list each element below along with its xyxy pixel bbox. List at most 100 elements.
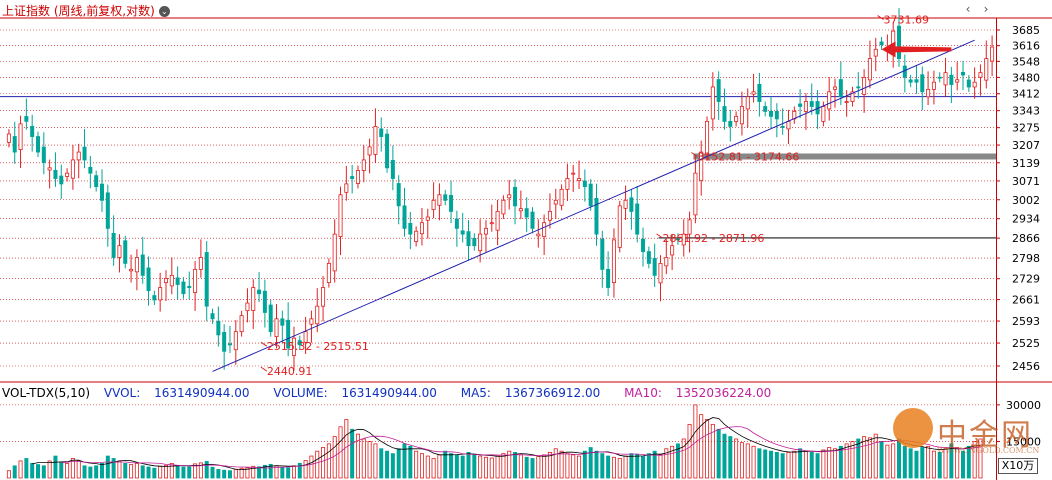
volume-bar: [140, 465, 145, 479]
volume-bar: [495, 455, 500, 479]
chart-title: 上证指数 (周线,前复权,对数) ⌄: [2, 2, 170, 19]
chart-title-text: 上证指数 (周线,前复权,对数): [2, 4, 155, 18]
candle-body: [978, 72, 983, 78]
volume-bar: [792, 450, 797, 479]
candle-body: [274, 318, 279, 338]
price-tick-label: 2661: [1012, 294, 1040, 307]
volume-bar: [82, 465, 87, 479]
candle-body: [658, 262, 663, 284]
candle-body: [856, 86, 861, 89]
uptrend-line: [212, 39, 975, 372]
candle-body: [536, 233, 541, 237]
candle-body: [518, 208, 523, 212]
candle-body: [862, 77, 867, 95]
volume-bar: [321, 447, 326, 479]
price-axis: 3685 3616 3548 3480 3412 3343 3275 3207 3139 3071…: [996, 24, 1040, 373]
candle-body: [373, 126, 378, 155]
candle-body: [774, 111, 779, 120]
watermark-site: WWW.CNGOLD.COM.CN: [937, 446, 1040, 455]
volume-bar: [466, 452, 471, 479]
candle-body: [838, 79, 843, 98]
volume-bar: [722, 433, 727, 479]
volume-bar: [379, 448, 384, 479]
candle-body: [76, 151, 81, 161]
volume-bar: [507, 450, 512, 479]
volume-bar: [635, 454, 640, 479]
candle-body: [129, 268, 134, 272]
candle-body: [867, 58, 872, 81]
volume-bar: [798, 448, 803, 479]
candle-body: [169, 274, 174, 287]
volume-bar: [623, 455, 628, 479]
candle-body: [745, 96, 750, 110]
volume-bar: [745, 443, 750, 479]
candle-body: [315, 305, 320, 325]
volume-bar: [111, 458, 116, 479]
price-tick-label: 3412: [1012, 88, 1040, 101]
price-tick-label: 3002: [1012, 194, 1040, 207]
volume-bar: [59, 461, 64, 479]
volume-bar: [815, 453, 820, 479]
volume-bar: [833, 448, 838, 479]
candle-body: [751, 91, 756, 95]
prev-arrow-icon[interactable]: ‹: [965, 2, 971, 16]
candle-body: [553, 199, 558, 205]
candle-body: [431, 199, 436, 211]
candle-body: [483, 227, 488, 235]
volume-bar: [757, 448, 762, 479]
volume-bar: [664, 448, 669, 479]
candle-body: [513, 186, 518, 207]
candle-body: [355, 170, 360, 184]
volume-bar: [204, 461, 209, 479]
volume-bar: [809, 452, 814, 479]
candle-body: [117, 245, 122, 258]
candle-body: [390, 160, 395, 179]
candle-body: [670, 245, 675, 256]
candle-body: [466, 231, 471, 247]
candle-body: [949, 74, 954, 85]
candle-body: [350, 176, 355, 179]
candle-body: [833, 86, 838, 90]
price-tick-label: 2456: [1012, 360, 1040, 373]
volume-bar: [175, 465, 180, 479]
volume-bar: [280, 466, 285, 479]
volume-header: VOL-TDX(5,10) VVOL: 1631490944.00 VOLUME…: [2, 386, 791, 400]
volume-bar: [262, 464, 267, 479]
volume-ma-lines: [32, 417, 981, 471]
volume-label: VOLUME:: [273, 386, 328, 400]
candle-body: [565, 178, 570, 190]
volume-bar: [902, 445, 907, 479]
volume-unit-label: X10万: [998, 458, 1038, 474]
volume-bar: [47, 460, 52, 479]
annotations: 3731.69 2440.91 2515.32 - 2515.51 3152.81 -…: [260, 14, 952, 378]
volume-bar: [105, 455, 110, 479]
volume-bar: [443, 450, 448, 479]
candle-body: [163, 278, 168, 284]
volume-bar: [129, 464, 134, 479]
info-dot-icon[interactable]: ⌄: [158, 6, 170, 17]
volume-bar: [303, 460, 308, 479]
candle-body: [641, 238, 646, 252]
annotation-label: 3731.69: [884, 14, 930, 27]
candle-body: [588, 183, 593, 207]
next-arrow-icon[interactable]: ›: [983, 2, 989, 16]
candle-body: [757, 83, 762, 102]
candle-body: [606, 268, 611, 288]
candle-body: [385, 133, 390, 169]
volume-bar: [675, 443, 680, 479]
candle-body: [344, 183, 349, 193]
volume-bar: [489, 457, 494, 479]
volume-bar: [373, 443, 378, 479]
volume-bar: [891, 443, 896, 479]
volume-bar: [478, 455, 483, 479]
volume-bar: [629, 453, 634, 479]
candle-body: [449, 194, 454, 212]
volume-bar: [233, 468, 238, 479]
volume-bar: [739, 442, 744, 479]
volume-bar: [786, 452, 791, 479]
annotation-pointer: [691, 152, 698, 157]
price-tick-label: 3139: [1012, 157, 1040, 170]
volume-bar: [838, 445, 843, 479]
volume-bar: [751, 445, 756, 479]
